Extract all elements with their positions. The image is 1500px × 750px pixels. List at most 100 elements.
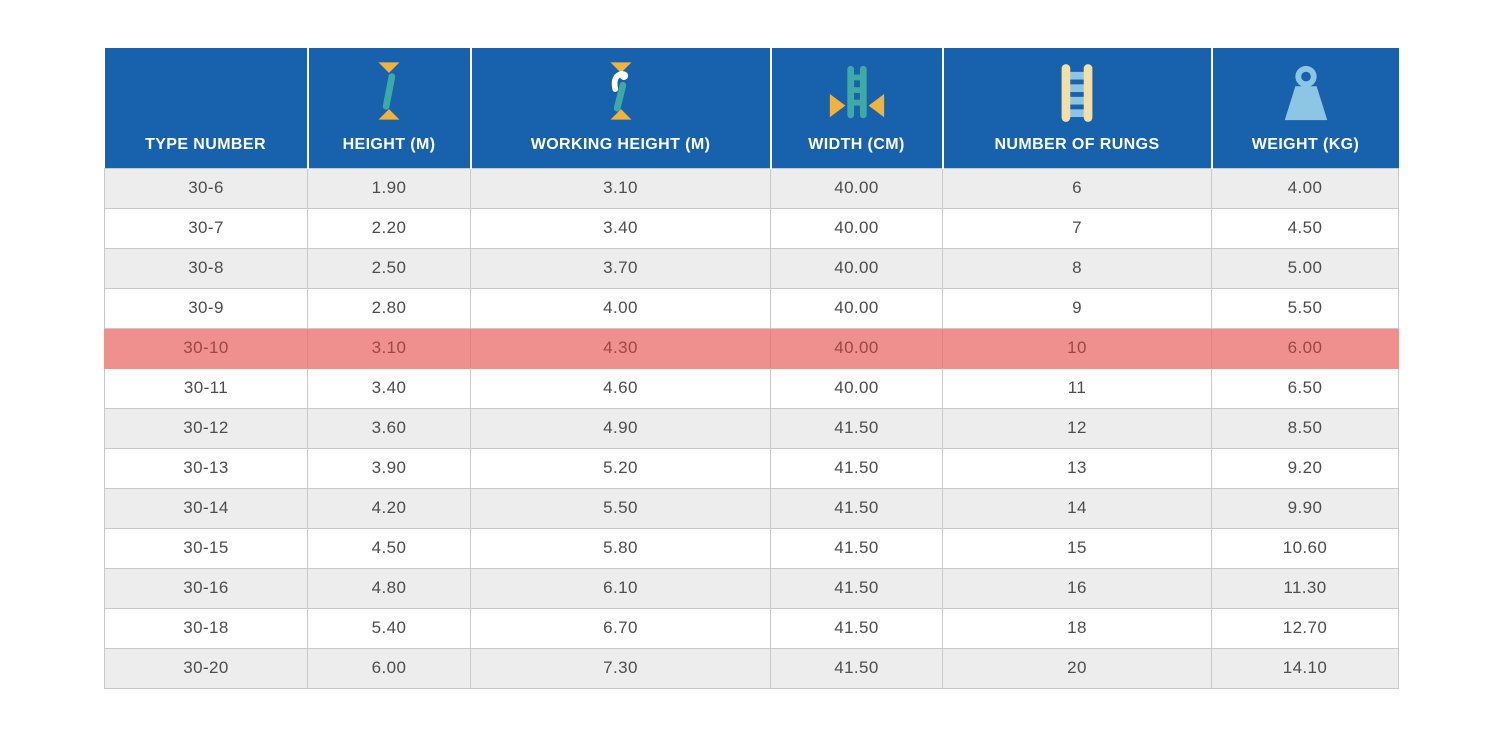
column-header-label: WIDTH (CM) [808, 135, 905, 153]
table-row[interactable]: 30-12 3.60 4.90 41.50 12 8.50 [104, 407, 1399, 449]
table-cell: 4.20 [307, 487, 471, 529]
table-cell: 30-7 [104, 207, 308, 249]
column-header-height-m: HEIGHT (M) [307, 48, 472, 168]
table-cell: 30-20 [104, 647, 308, 689]
table-cell: 8.50 [1211, 407, 1399, 449]
table-cell: 40.00 [770, 327, 943, 369]
table-cell: 4.80 [307, 567, 471, 609]
table-cell: 14.10 [1211, 647, 1399, 689]
table-cell: 30-15 [104, 527, 308, 569]
column-header-number-of-rungs: NUMBER OF RUNGS [942, 48, 1213, 168]
ladder-rungs-icon [944, 54, 1211, 124]
table-cell: 40.00 [770, 367, 943, 409]
table-cell: 1.90 [307, 167, 471, 209]
table-cell: 18 [942, 607, 1212, 649]
table-cell: 41.50 [770, 567, 943, 609]
table-cell: 15 [942, 527, 1212, 569]
table-row[interactable]: 30-20 6.00 7.30 41.50 20 14.10 [104, 647, 1399, 689]
table-cell: 2.50 [307, 247, 471, 289]
table-cell: 7 [942, 207, 1212, 249]
table-row[interactable]: 30-16 4.80 6.10 41.50 16 11.30 [104, 567, 1399, 609]
table-cell: 30-11 [104, 367, 308, 409]
table-cell: 4.00 [1211, 167, 1399, 209]
table-cell: 30-16 [104, 567, 308, 609]
table-row[interactable]: 30-8 2.50 3.70 40.00 8 5.00 [104, 247, 1399, 289]
table-cell: 14 [942, 487, 1212, 529]
table-cell: 10.60 [1211, 527, 1399, 569]
table-cell: 4.90 [470, 407, 771, 449]
table-cell: 40.00 [770, 247, 943, 289]
table-cell: 12.70 [1211, 607, 1399, 649]
table-cell: 9.20 [1211, 447, 1399, 489]
table-row[interactable]: 30-6 1.90 3.10 40.00 6 4.00 [104, 167, 1399, 209]
table-cell: 3.40 [470, 207, 771, 249]
table-cell: 5.50 [1211, 287, 1399, 329]
table-cell: 10 [942, 327, 1212, 369]
table-cell: 7.30 [470, 647, 771, 689]
table-cell: 4.00 [470, 287, 771, 329]
table-cell: 30-12 [104, 407, 308, 449]
ladder-spec-table: TYPE NUMBER HEIGHT (M) WORKING HEIGHT (M… [104, 48, 1399, 689]
table-cell: 30-9 [104, 287, 308, 329]
table-row[interactable]: 30-9 2.80 4.00 40.00 9 5.50 [104, 287, 1399, 329]
table-cell: 4.30 [470, 327, 771, 369]
table-cell: 30-13 [104, 447, 308, 489]
table-cell: 5.40 [307, 607, 471, 649]
table-cell: 41.50 [770, 407, 943, 449]
column-header-weight-kg: WEIGHT (KG) [1211, 48, 1399, 168]
column-header-label: TYPE NUMBER [145, 135, 266, 153]
ladder-spec-table-container: TYPE NUMBER HEIGHT (M) WORKING HEIGHT (M… [104, 48, 1399, 689]
table-cell: 5.50 [470, 487, 771, 529]
table-row[interactable]: 30-13 3.90 5.20 41.50 13 9.20 [104, 447, 1399, 489]
table-cell: 4.50 [307, 527, 471, 569]
table-cell: 30-18 [104, 607, 308, 649]
table-cell: 30-10 [104, 327, 308, 369]
table-row[interactable]: 30-18 5.40 6.70 41.50 18 12.70 [104, 607, 1399, 649]
weight-icon [1213, 54, 1399, 124]
table-row-highlighted[interactable]: 30-10 3.10 4.30 40.00 10 6.00 [104, 327, 1399, 369]
column-header-type-number: TYPE NUMBER [104, 48, 309, 168]
table-cell: 6.70 [470, 607, 771, 649]
width-icon [772, 54, 942, 124]
table-cell: 11.30 [1211, 567, 1399, 609]
column-header-label: HEIGHT (M) [342, 135, 436, 153]
table-row[interactable]: 30-15 4.50 5.80 41.50 15 10.60 [104, 527, 1399, 569]
working-height-icon [472, 54, 770, 124]
table-cell: 12 [942, 407, 1212, 449]
table-row[interactable]: 30-14 4.20 5.50 41.50 14 9.90 [104, 487, 1399, 529]
table-cell: 41.50 [770, 647, 943, 689]
column-header-label: NUMBER OF RUNGS [994, 135, 1160, 153]
table-cell: 6.10 [470, 567, 771, 609]
table-cell: 16 [942, 567, 1212, 609]
table-cell: 5.20 [470, 447, 771, 489]
table-cell: 3.10 [307, 327, 471, 369]
table-cell: 41.50 [770, 447, 943, 489]
table-cell: 40.00 [770, 287, 943, 329]
table-cell: 6.00 [307, 647, 471, 689]
table-cell: 11 [942, 367, 1212, 409]
table-cell: 6.50 [1211, 367, 1399, 409]
table-cell: 9.90 [1211, 487, 1399, 529]
column-header-width-cm: WIDTH (CM) [770, 48, 944, 168]
table-cell: 5.80 [470, 527, 771, 569]
table-cell: 2.80 [307, 287, 471, 329]
table-cell: 5.00 [1211, 247, 1399, 289]
table-cell: 6.00 [1211, 327, 1399, 369]
table-cell: 4.50 [1211, 207, 1399, 249]
table-cell: 13 [942, 447, 1212, 489]
table-cell: 4.60 [470, 367, 771, 409]
table-cell: 3.10 [470, 167, 771, 209]
column-header-label: WEIGHT (KG) [1251, 135, 1360, 153]
table-cell: 40.00 [770, 207, 943, 249]
table-cell: 41.50 [770, 607, 943, 649]
table-row[interactable]: 30-7 2.20 3.40 40.00 7 4.50 [104, 207, 1399, 249]
table-cell: 9 [942, 287, 1212, 329]
height-icon [309, 54, 470, 124]
table-cell: 20 [942, 647, 1212, 689]
table-cell: 30-8 [104, 247, 308, 289]
table-cell: 8 [942, 247, 1212, 289]
table-row[interactable]: 30-11 3.40 4.60 40.00 11 6.50 [104, 367, 1399, 409]
table-header-row: TYPE NUMBER HEIGHT (M) WORKING HEIGHT (M… [104, 48, 1399, 168]
table-cell: 40.00 [770, 167, 943, 209]
table-cell: 30-6 [104, 167, 308, 209]
